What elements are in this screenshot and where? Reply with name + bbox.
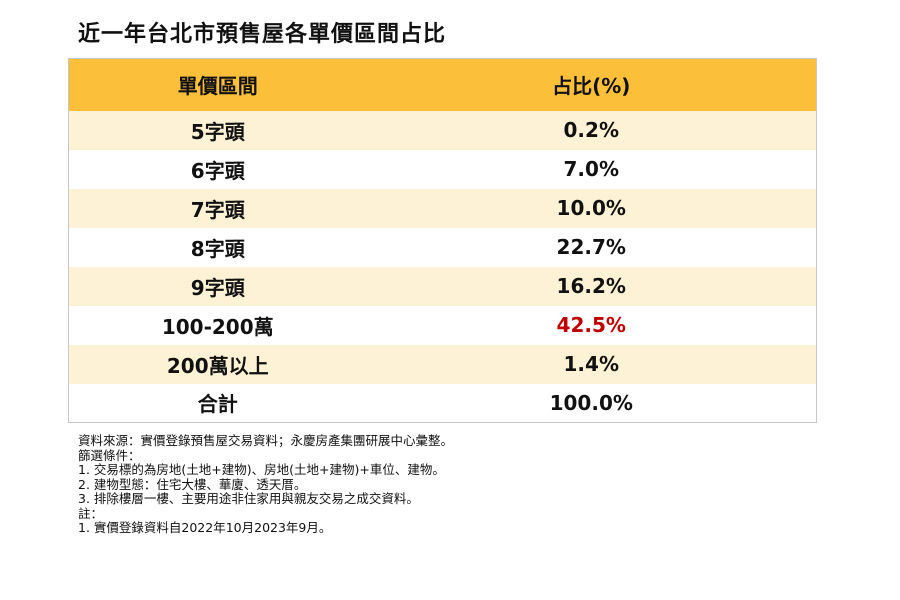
- table-title: 近一年台北市預售屋各單價區間占比: [78, 22, 447, 47]
- row-percent-cell: 16.2%: [556, 274, 626, 298]
- footnote-filter-3: 3. 排除樓層一樓、主要用途非住家用與親友交易之成交資料。: [78, 491, 419, 506]
- row-range-cell: 6字頭: [190, 158, 245, 183]
- footnote-note-1: 1. 實價登錄資料自2022年10月2023年9月。: [78, 520, 332, 535]
- row-percent-cell-highlighted: 42.5%: [556, 313, 626, 337]
- table-row: 100-200萬 42.5%: [68, 305, 817, 345]
- table-row: 9字頭 16.2%: [68, 266, 817, 306]
- row-percent-cell: 1.4%: [563, 352, 619, 376]
- table-total-row: 合計 100.0%: [68, 383, 817, 423]
- total-percent-cell: 100.0%: [549, 390, 633, 415]
- row-percent-cell: 0.2%: [563, 118, 619, 142]
- table-row: 5字頭 0.2%: [68, 110, 817, 150]
- table-row: 8字頭 22.7%: [68, 227, 817, 267]
- table-row: 200萬以上 1.4%: [68, 344, 817, 384]
- footnote-filter-1: 1. 交易標的為房地(土地+建物)、房地(土地+建物)+車位、建物。: [78, 462, 445, 477]
- footnote-note-heading: 註：: [78, 505, 104, 521]
- table-row: 7字頭 10.0%: [68, 188, 817, 228]
- row-range-cell: 5字頭: [190, 119, 245, 144]
- footnote-filter-heading: 篩選條件：: [78, 447, 141, 463]
- footnotes: 資料來源：實價登錄預售屋交易資料；永慶房產集團研展中心彙整。 篩選條件： 1. …: [78, 433, 454, 536]
- row-range-cell: 8字頭: [190, 236, 245, 261]
- row-range-cell: 100-200萬: [161, 314, 274, 339]
- row-range-cell: 7字頭: [190, 197, 245, 222]
- row-percent-cell: 22.7%: [556, 235, 626, 259]
- row-percent-cell: 10.0%: [556, 196, 626, 220]
- footnote-filter-2: 2. 建物型態：住宅大樓、華廈、透天厝。: [78, 476, 307, 492]
- footnote-source: 資料來源：實價登錄預售屋交易資料；永慶房產集團研展中心彙整。: [78, 433, 454, 448]
- total-label-cell: 合計: [197, 392, 238, 417]
- row-percent-cell: 7.0%: [563, 157, 619, 181]
- table-header-row: 單價區間 占比(%): [68, 58, 817, 111]
- table-row: 6字頭 7.0%: [68, 149, 817, 189]
- row-range-cell: 9字頭: [190, 275, 245, 300]
- price-range-table: 單價區間 占比(%) 5字頭 0.2% 6字頭 7.0% 7字頭 10.0% 8…: [68, 58, 817, 423]
- header-share-percent: 占比(%): [552, 74, 631, 99]
- row-range-cell: 200萬以上: [166, 353, 269, 378]
- header-price-range: 單價區間: [177, 74, 258, 99]
